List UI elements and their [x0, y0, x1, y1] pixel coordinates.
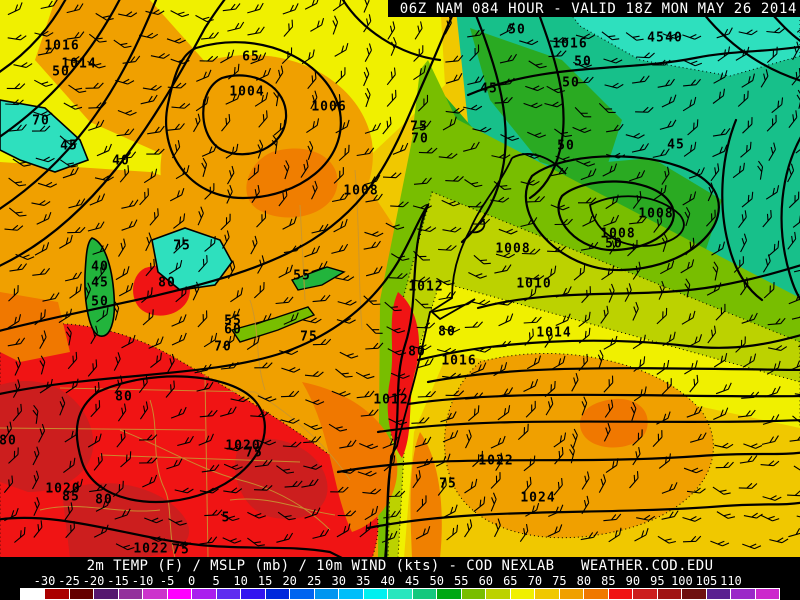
colorbar-tick: 20 — [282, 574, 297, 588]
colorbar-tick: 75 — [552, 574, 567, 588]
colorbar-tick: -10 — [131, 574, 154, 588]
colorbar-segment — [755, 589, 780, 599]
footer: 2m TEMP (F) / MSLP (mb) / 10m WIND (kts)… — [0, 557, 800, 600]
colorbar-tick: 70 — [527, 574, 543, 588]
colorbar-tick: 85 — [601, 574, 616, 588]
state-borders — [0, 169, 363, 558]
colorbar-tick: 30 — [331, 574, 346, 588]
colorbar-segment — [535, 589, 559, 599]
wind-barbs-layer — [3, 0, 800, 551]
colorbar-tick: 50 — [429, 574, 444, 588]
colorbar-tick: 35 — [355, 574, 371, 588]
colorbar-tick: 95 — [650, 574, 665, 588]
colorbar-segment — [559, 589, 584, 599]
colorbar-tick: -15 — [107, 574, 129, 588]
colorbar-segment — [633, 589, 657, 599]
colorbar-segment — [143, 589, 167, 599]
map-area — [0, 0, 800, 558]
colorbar-segment — [192, 589, 216, 599]
colorbar-segment — [167, 589, 192, 599]
colorbar-tick: 60 — [478, 574, 494, 588]
colorbar-segment — [241, 589, 265, 599]
colorbar-tick: 15 — [257, 574, 273, 588]
colorbar-segment — [265, 589, 290, 599]
colorbar-tick: 5 — [212, 574, 220, 588]
colorbar-segment — [486, 589, 510, 599]
title-text: 06Z NAM 084 HOUR - VALID 18Z MON MAY 26 … — [399, 0, 797, 17]
caption-text: 2m TEMP (F) / MSLP (mb) / 10m WIND (kts)… — [86, 558, 714, 574]
colorbar-tick: 45 — [405, 574, 420, 588]
colorbar-segment — [412, 589, 437, 599]
colorbar-tick: -20 — [82, 574, 105, 588]
colorbar-segment — [69, 589, 94, 599]
colorbar-tick: 65 — [503, 574, 518, 588]
colorbar-tick: 105 — [695, 574, 718, 588]
colorbar-tick: 40 — [380, 574, 395, 588]
colorbar-segment — [339, 589, 363, 599]
colorbar-segment — [510, 589, 535, 599]
colorbar — [20, 588, 780, 600]
colorbar-segment — [437, 589, 461, 599]
colorbar-segment — [608, 589, 633, 599]
colorbar-segment — [21, 589, 45, 599]
colorbar-segment — [45, 589, 69, 599]
colorbar-segment — [584, 589, 608, 599]
colorbar-segment — [682, 589, 706, 599]
colorbar-tick: 0 — [187, 574, 196, 588]
colorbar-segment — [94, 589, 118, 599]
colorbar-segment — [363, 589, 388, 599]
colorbar-tick: 10 — [233, 574, 248, 588]
colorbar-segment — [731, 589, 755, 599]
colorbar-tick: 55 — [454, 574, 469, 588]
colorbar-segment — [290, 589, 314, 599]
colorbar-tick: 90 — [625, 574, 641, 588]
colorbar-segment — [118, 589, 143, 599]
colorbar-tick: -30 — [33, 574, 56, 588]
weather-map-graphic — [0, 0, 800, 558]
colorbar-tick: -5 — [159, 574, 175, 588]
colorbar-segment — [388, 589, 412, 599]
title-bar: 06Z NAM 084 HOUR - VALID 18Z MON MAY 26 … — [388, 0, 800, 17]
colorbar-segment — [461, 589, 486, 599]
colorbar-tick-labels: -30 -25 -20 -15 -10 -5 0 5 10 15 20 25 30 35 40 45 50 55 6… — [0, 574, 800, 588]
colorbar-segment — [314, 589, 339, 599]
colorbar-tick: -25 — [58, 574, 80, 588]
isobars — [0, 0, 800, 558]
colorbar-segment — [657, 589, 682, 599]
colorbar-tick: 80 — [576, 574, 592, 588]
colorbar-segment — [216, 589, 241, 599]
colorbar-tick: 110 — [720, 574, 742, 588]
colorbar-segment — [706, 589, 731, 599]
colorbar-tick: 25 — [306, 574, 322, 588]
colorbar-tick: 100 — [671, 574, 693, 588]
